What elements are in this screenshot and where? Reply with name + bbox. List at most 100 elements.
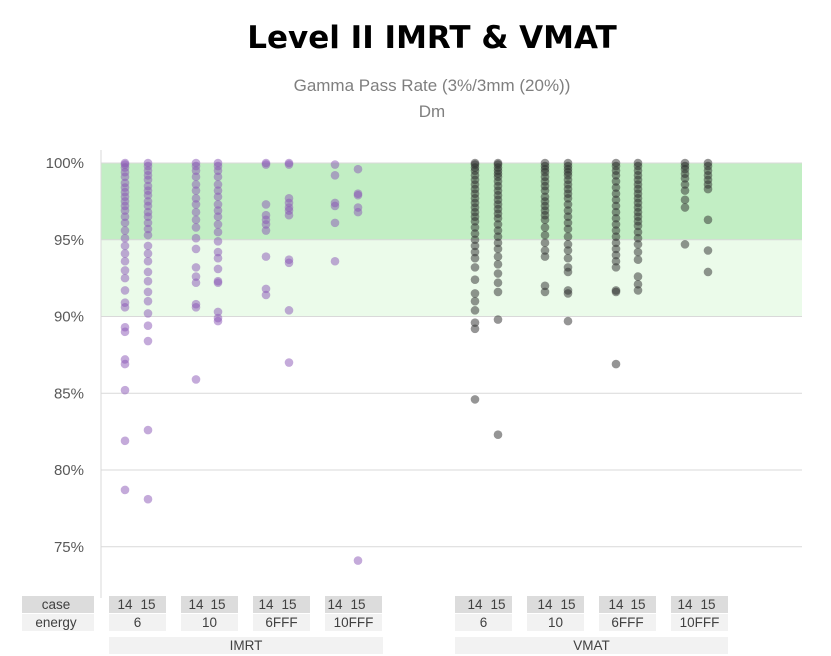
data-point-vmat-6-14	[470, 253, 480, 263]
data-point-imrt-10-15	[213, 236, 223, 246]
data-point-vmat-6fff-14	[611, 256, 621, 266]
data-point-imrt-6-15	[143, 190, 153, 200]
data-point-vmat-10-14	[540, 186, 550, 195]
case-label: 15	[490, 597, 505, 612]
data-point-imrt-6fff-14	[261, 226, 271, 235]
data-point-imrt-10fff-15	[353, 190, 363, 200]
data-point-imrt-6fff-15	[284, 306, 294, 315]
data-point-imrt-10-15	[213, 192, 223, 202]
data-point-imrt-6-15	[143, 296, 153, 306]
data-point-imrt-10-14	[191, 215, 201, 225]
data-point-imrt-6-15	[143, 175, 153, 185]
data-point-vmat-10-15	[563, 200, 573, 209]
data-point-imrt-10fff-15	[353, 556, 363, 565]
data-point-imrt-10-15	[213, 316, 223, 326]
data-point-vmat-10-15	[563, 253, 573, 263]
data-point-vmat-10fff-14	[680, 186, 690, 195]
data-point-vmat-6fff-14	[611, 250, 621, 260]
data-point-imrt-6-14	[120, 327, 130, 337]
data-point-vmat-10-15	[563, 212, 573, 222]
data-point-vmat-6fff-14	[611, 359, 621, 369]
energy-label: 10FFF	[680, 615, 720, 630]
case-box	[181, 596, 238, 613]
data-point-vmat-6fff-15	[633, 272, 643, 281]
group-label: VMAT	[573, 638, 610, 653]
group-box	[455, 637, 728, 654]
data-point-imrt-6-15	[143, 218, 153, 228]
data-point-imrt-10-14	[191, 172, 201, 182]
case-box	[527, 596, 584, 613]
data-point-imrt-10-15	[213, 307, 223, 317]
data-point-imrt-6fff-14	[261, 220, 271, 229]
data-point-vmat-6fff-14	[611, 226, 621, 235]
data-point-vmat-6fff-15	[633, 247, 643, 257]
data-point-vmat-6fff-14	[611, 207, 621, 217]
data-point-vmat-6-15	[493, 287, 503, 297]
case-box	[325, 596, 382, 613]
data-point-vmat-6fff-15	[633, 227, 643, 237]
data-point-imrt-10-14	[191, 180, 201, 189]
data-point-imrt-10-15	[213, 264, 223, 274]
data-point-imrt-10fff-14	[330, 218, 340, 228]
group-label: IMRT	[230, 638, 263, 653]
data-point-imrt-10-15	[213, 180, 223, 189]
data-point-vmat-10-15	[563, 232, 573, 241]
data-point-vmat-10fff-15	[703, 246, 713, 255]
data-point-vmat-10-15	[563, 289, 573, 298]
data-point-vmat-6-15	[493, 244, 503, 254]
energy-label: 10FFF	[334, 615, 374, 630]
data-point-vmat-6-14	[470, 318, 480, 327]
energy-box	[527, 614, 584, 631]
energy-label: 6	[134, 615, 142, 630]
data-point-imrt-6-14	[120, 385, 130, 395]
case-box	[455, 596, 512, 613]
data-point-imrt-6fff-15	[284, 358, 294, 367]
data-point-vmat-6fff-15	[633, 279, 643, 289]
data-point-imrt-6-14	[120, 302, 130, 312]
data-point-vmat-6-15	[493, 269, 503, 278]
data-point-vmat-6-15	[493, 220, 503, 229]
data-point-vmat-10-14	[540, 246, 550, 255]
data-point-vmat-10fff-15	[703, 267, 713, 277]
data-point-vmat-10-15	[563, 267, 573, 277]
data-point-imrt-6-15	[143, 425, 153, 435]
data-point-vmat-6-14	[470, 296, 480, 306]
data-point-imrt-6-14	[120, 256, 130, 266]
data-point-vmat-10-14	[540, 252, 550, 261]
data-point-imrt-6-15	[143, 336, 153, 346]
energy-box	[325, 614, 382, 631]
data-point-vmat-10-15	[563, 224, 573, 234]
data-point-imrt-10-15	[213, 220, 223, 229]
energy-label: 6FFF	[265, 615, 297, 630]
data-point-vmat-10-15	[563, 206, 573, 215]
data-point-vmat-6fff-14	[611, 220, 621, 229]
data-point-imrt-6-14	[120, 436, 130, 446]
data-point-vmat-10-15	[563, 218, 573, 228]
data-point-imrt-10-15	[213, 227, 223, 237]
data-point-imrt-6-14	[120, 233, 130, 243]
y-tick-label: 80%	[54, 462, 84, 479]
data-point-vmat-10fff-15	[703, 215, 713, 225]
y-axis-ticks: 100% 95% 90% 85% 80% 75%	[46, 155, 84, 556]
data-point-imrt-10-14	[191, 186, 201, 195]
data-point-vmat-6fff-15	[633, 286, 643, 295]
data-point-imrt-6-15	[143, 230, 153, 240]
data-point-imrt-10-14	[191, 244, 201, 254]
data-point-imrt-6-15	[143, 241, 153, 251]
data-point-imrt-10-14	[191, 233, 201, 243]
data-point-imrt-6-15	[143, 201, 153, 211]
data-point-imrt-10-14	[191, 166, 201, 175]
data-point-imrt-6-14	[120, 485, 130, 495]
data-point-imrt-10fff-14	[330, 170, 340, 180]
data-point-imrt-6-14	[120, 226, 130, 235]
data-point-vmat-6fff-14	[611, 287, 621, 297]
data-point-vmat-10-14	[540, 230, 550, 240]
data-point-imrt-6-14	[120, 273, 130, 283]
data-point-vmat-6fff-15	[633, 240, 643, 249]
data-point-imrt-6fff-14	[261, 252, 271, 261]
case-box	[671, 596, 728, 613]
data-point-imrt-6-15	[143, 249, 153, 258]
data-point-vmat-10fff-14	[680, 195, 690, 205]
